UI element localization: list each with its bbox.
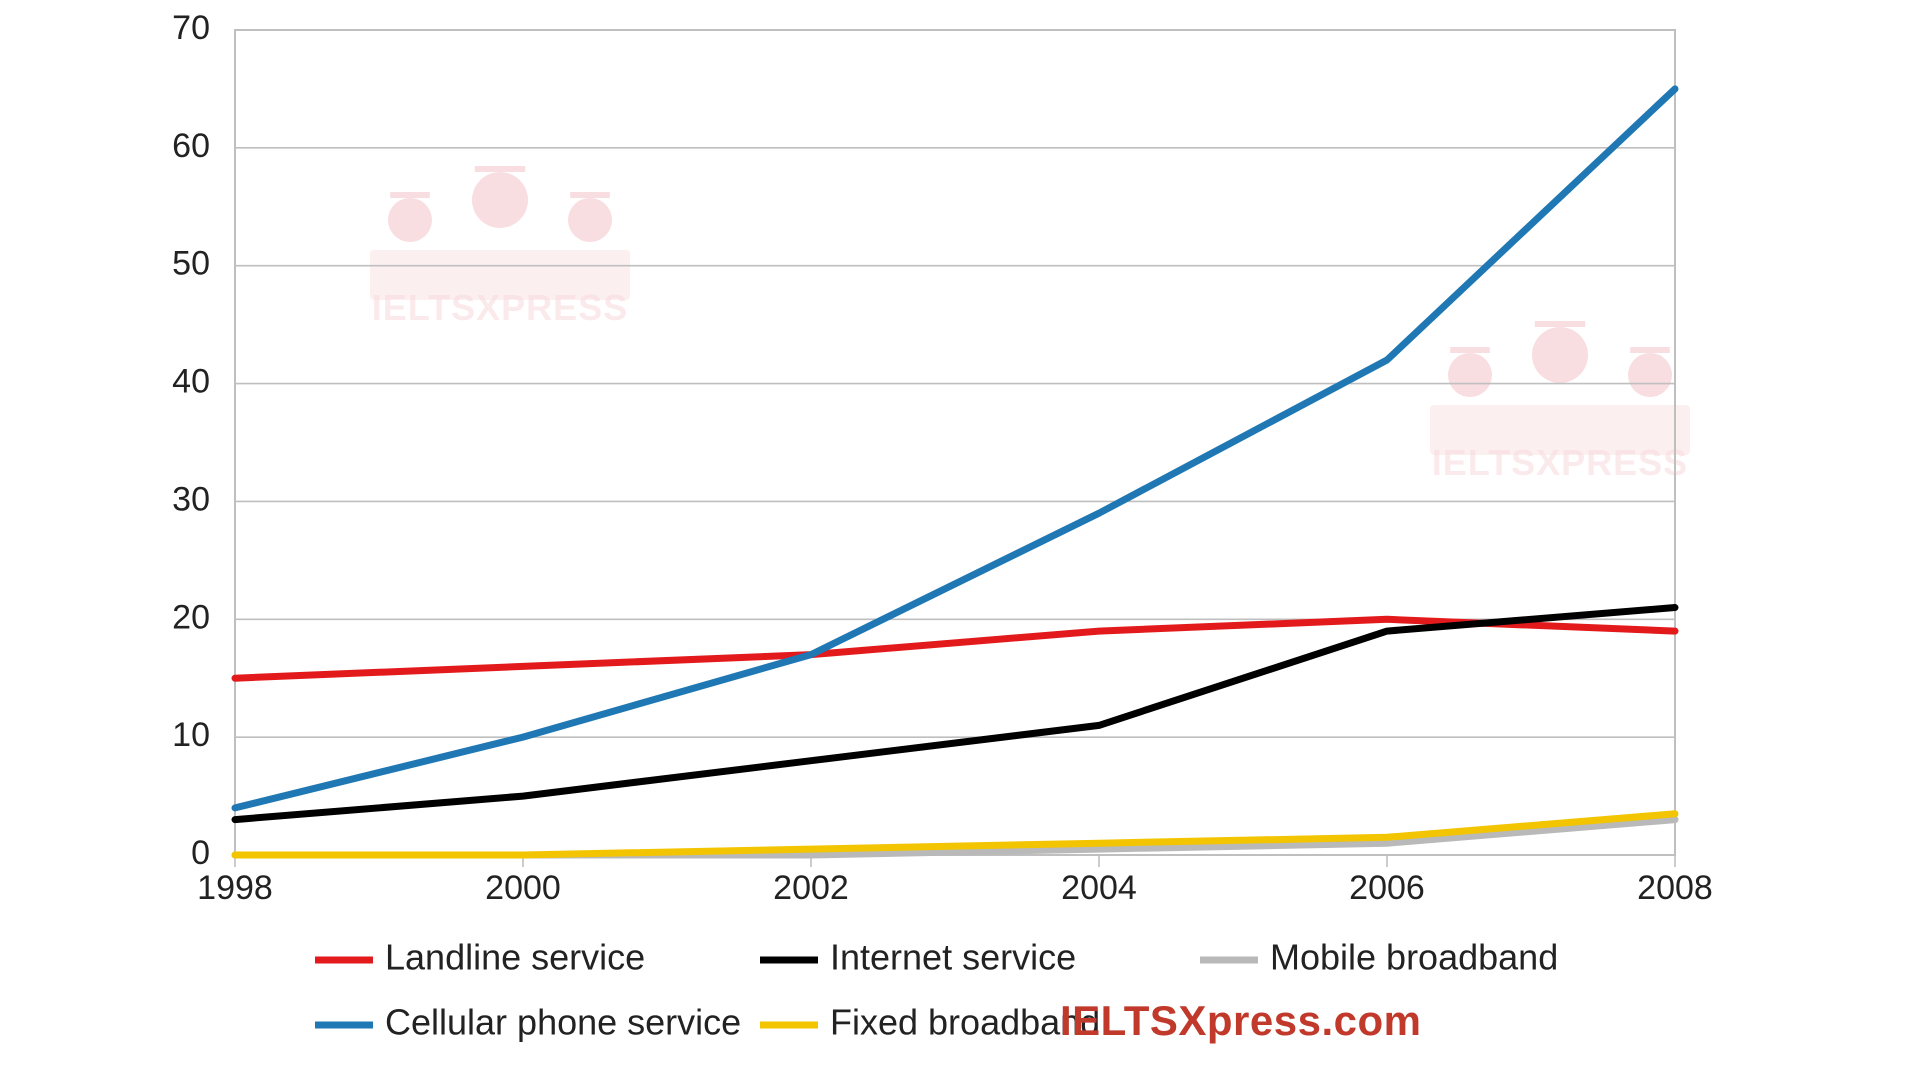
y-tick-label: 20 <box>172 598 210 636</box>
y-tick-label: 0 <box>191 834 210 872</box>
y-tick-label: 50 <box>172 245 210 283</box>
brand-text: IELTSXpress.com <box>1060 997 1422 1044</box>
x-tick-label: 2004 <box>1061 869 1137 907</box>
y-tick-label: 40 <box>172 363 210 401</box>
x-tick-label: 1998 <box>197 869 273 907</box>
x-tick-label: 2002 <box>773 869 849 907</box>
x-tick-label: 2000 <box>485 869 561 907</box>
watermark-text: IELTSXPRESS <box>1432 442 1688 483</box>
y-tick-label: 60 <box>172 127 210 165</box>
watermark-text: IELTSXPRESS <box>372 287 628 328</box>
x-tick-label: 2006 <box>1349 869 1425 907</box>
legend-label: Mobile broadband <box>1270 937 1558 978</box>
y-tick-label: 70 <box>172 9 210 47</box>
legend-label: Landline service <box>385 937 645 978</box>
y-tick-label: 10 <box>172 716 210 754</box>
legend-label: Cellular phone service <box>385 1002 741 1043</box>
legend-label: Internet service <box>830 937 1076 978</box>
x-tick-label: 2008 <box>1637 869 1713 907</box>
line-chart: IELTSXPRESS IELTSXPRESS 0 10 20 30 40 50 60 70 199… <box>0 0 1920 1080</box>
y-tick-label: 30 <box>172 480 210 518</box>
